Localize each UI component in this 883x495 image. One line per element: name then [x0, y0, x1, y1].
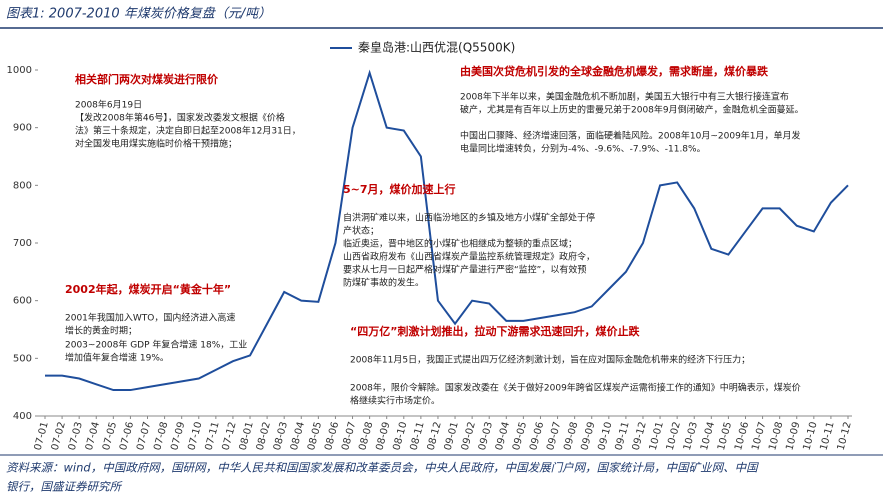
annotation-text: 产状态；: [343, 225, 379, 237]
x-tick-label: 07-03: [67, 421, 85, 452]
source: 银行，国盛证券研究所: [6, 480, 122, 494]
x-tick-label: 09-09: [579, 421, 597, 452]
annotation-text: 2008年11月5日，我国正式提出四万亿经济刺激计划，旨在应对国际金融危机带来的…: [350, 354, 750, 366]
annotation-title: “四万亿”刺激计划推出，拉动下游需求迅速回升，煤价止跌: [350, 324, 640, 338]
annotation-text: 中国出口骤降、经济增速回落，面临硬着陆风险。2008年10月~2009年1月，单…: [460, 130, 801, 142]
x-tick-label: 08-09: [374, 421, 392, 452]
y-tick-label: 400: [13, 411, 32, 422]
x-tick-label: 10-07: [750, 421, 768, 452]
annotation-text: 电量同比增速转负，分别为-4%、-9.6%、-7.9%、-11.8%。: [460, 143, 706, 155]
annotation-text: 防煤矿事故的发生。: [343, 277, 424, 289]
x-tick-label: 07-11: [203, 421, 221, 452]
annotation-text: 格继续实行市场定价。: [350, 395, 440, 407]
x-tick-label: 10-11: [819, 421, 837, 452]
annotation-text: 2003~2008年 GDP 年复合增速 18%，工业: [65, 339, 247, 351]
annotation-text: 山西省政府发布《山西省煤炭产量监控系统管理规定》政府令，: [343, 251, 595, 263]
y-tick-label: 500: [13, 353, 32, 364]
annotation-text: 2001年我国加入WTO，国内经济进入高速: [65, 312, 235, 324]
x-tick-label: 07-04: [84, 421, 102, 452]
x-tick-label: 08-12: [426, 421, 444, 452]
annotation-text: 对全国发电用煤实施临时价格干预措施；: [75, 138, 237, 150]
y-tick-label: 900: [13, 123, 32, 134]
page-title: 图表1: 2007-2010 年煤炭价格复盘（元/吨）: [6, 6, 271, 22]
x-tick-label: 10-06: [733, 421, 751, 452]
annotation-text: 增加值年复合增速 19%。: [65, 352, 169, 364]
x-tick-label: 08-02: [255, 421, 273, 452]
annotation-text: 临近奥运，晋中地区的小煤矿也相继成为整顿的重点区域；: [343, 238, 577, 250]
annotation-text: 【发改2008年第46号】，国家发改委发文根据《价格: [75, 112, 285, 124]
x-tick-label: 09-03: [477, 421, 495, 452]
y-tick-label: 800: [13, 180, 32, 191]
x-tick-label: 10-09: [784, 421, 802, 452]
x-tick-label: 10-02: [665, 421, 683, 452]
x-tick-label: 08-10: [391, 421, 409, 452]
annotation-text: 自洪洞矿难以来，山西临汾地区的乡镇及地方小煤矿全部处于停: [343, 212, 595, 224]
x-tick-label: 09-11: [614, 421, 632, 452]
x-tick-label: 07-06: [118, 421, 136, 452]
x-tick-label: 09-12: [631, 421, 649, 452]
x-tick-label: 08-04: [289, 421, 307, 452]
annotation-text: 2008年下半年以来，美国金融危机不断加剧，美国五大银行中有三大银行接连宣布: [460, 91, 789, 103]
annotation-text: 破产，尤其是有百年以上历史的雷曼兄弟于2008年9月倒闭破产，金融危机全面蔓延。: [460, 104, 804, 116]
annotation-title: 2002年起，煤炭开启“黄金十年”: [65, 282, 231, 296]
annotation-title: 由美国次贷危机引发的全球金融危机爆发，需求断崖，煤价暴跌: [460, 64, 769, 78]
annotation-title: 相关部门两次对煤炭进行限价: [75, 72, 219, 86]
x-tick-label: 08-08: [357, 421, 375, 452]
x-tick-label: 08-03: [272, 421, 290, 452]
x-tick-label: 09-05: [511, 421, 529, 452]
x-tick-label: 09-06: [528, 421, 546, 452]
x-tick-label: 10-12: [836, 421, 854, 452]
x-tick-label: 10-10: [801, 421, 819, 452]
annotation-text: 2008年，限价令解除。国家发改委在《关于做好2009年跨省区煤炭产运需衔接工作…: [350, 382, 801, 394]
x-tick-label: 07-07: [135, 421, 153, 452]
x-tick-label: 08-01: [238, 421, 256, 452]
x-tick-label: 10-08: [767, 421, 785, 452]
x-tick-label: 09-02: [460, 421, 478, 452]
annotation-text: 法》第三十条规定，决定自即日起至2008年12月31日，: [75, 125, 301, 137]
x-tick-label: 08-07: [340, 421, 358, 452]
x-tick-label: 07-08: [152, 421, 170, 452]
x-tick-label: 07-09: [169, 421, 187, 452]
x-tick-label: 08-11: [409, 421, 427, 452]
annotation-text: 要求从七月一日起严格对煤矿产量进行严密“监控”，以有效预: [343, 264, 586, 276]
annotation-text: 增长的黄金时期；: [65, 325, 137, 337]
x-tick-label: 09-08: [562, 421, 580, 452]
x-tick-label: 10-05: [716, 421, 734, 452]
x-tick-label: 07-12: [221, 421, 239, 452]
x-tick-label: 10-03: [682, 421, 700, 452]
source: 资料来源：wind，中国政府网，国研网，中华人民共和国国家发展和改革委员会，中央…: [6, 461, 759, 475]
x-tick-label: 07-05: [101, 421, 119, 452]
x-tick-label: 09-07: [545, 421, 563, 452]
x-tick-label: 09-01: [443, 421, 461, 452]
x-tick-label: 09-04: [494, 421, 512, 452]
x-tick-label: 10-01: [648, 421, 666, 452]
y-tick-label: 600: [13, 296, 32, 307]
x-tick-label: 09-10: [596, 421, 614, 452]
x-tick-label: 07-10: [186, 421, 204, 452]
series-line: [45, 69, 849, 392]
x-tick-label: 07-01: [33, 421, 51, 452]
x-tick-label: 10-04: [699, 421, 717, 452]
x-tick-label: 08-06: [323, 421, 341, 452]
y-tick-label: 700: [13, 238, 32, 249]
x-tick-label: 07-02: [50, 421, 68, 452]
y-tick-label: 1000: [7, 65, 32, 76]
annotation-text: 2008年6月19日: [75, 99, 142, 111]
annotation-title: 5~7月，煤价加速上行: [343, 182, 456, 196]
legend-label: 秦皇岛港:山西优混(Q5500K): [358, 40, 515, 55]
x-tick-label: 08-05: [306, 421, 324, 452]
